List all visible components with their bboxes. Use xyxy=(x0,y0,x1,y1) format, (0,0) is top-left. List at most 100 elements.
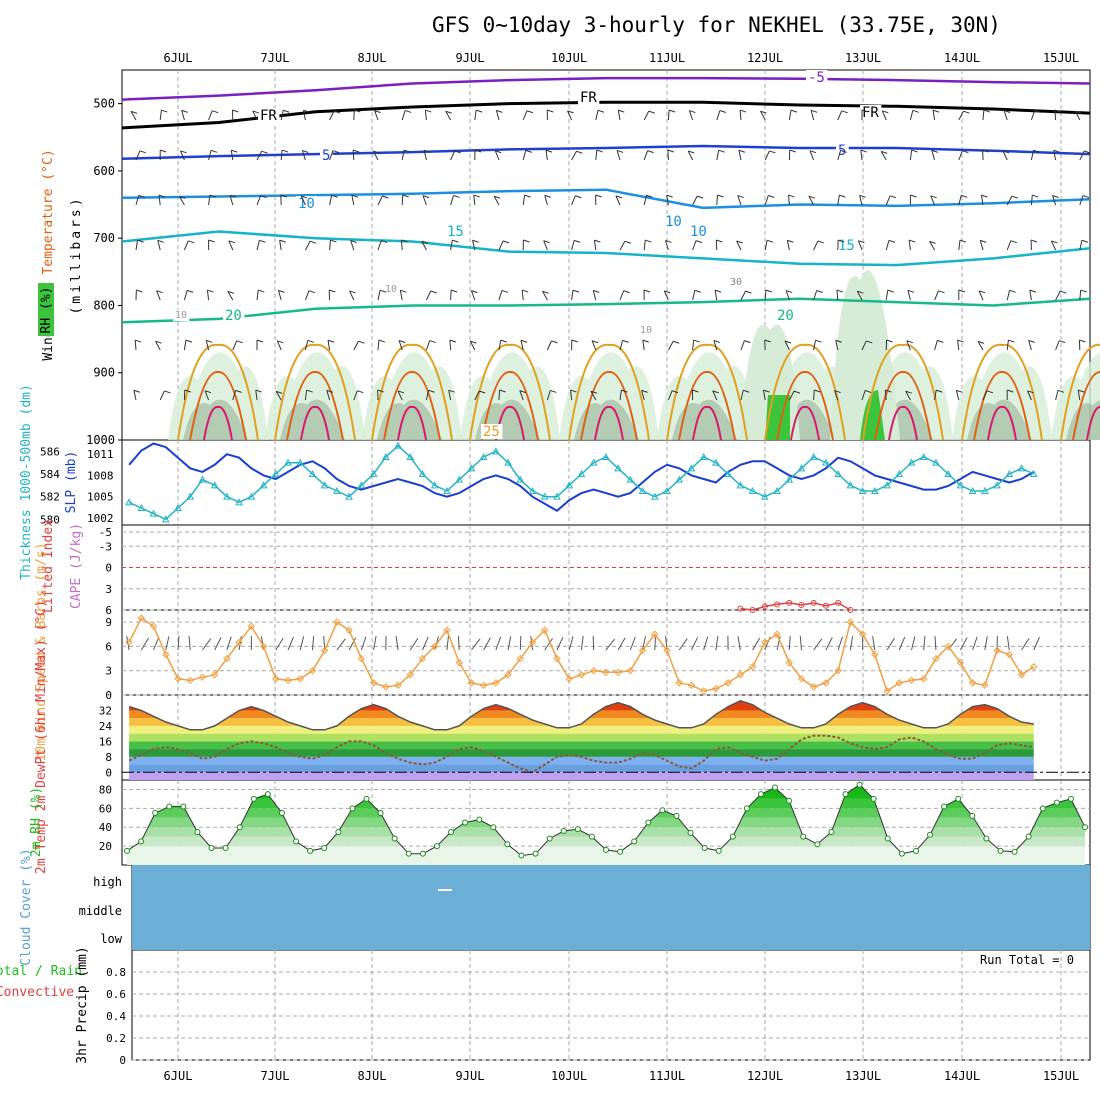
wind-barb xyxy=(745,290,752,294)
wind-barb xyxy=(402,194,409,198)
thickness-point xyxy=(834,469,842,477)
day-label-top: 15JUL xyxy=(1043,51,1079,65)
wind-barb xyxy=(986,390,994,394)
wind-barb xyxy=(181,110,185,121)
contour-label-bg xyxy=(728,277,745,288)
temp-band xyxy=(129,756,1034,765)
wind-barb xyxy=(398,340,403,351)
wind-barb xyxy=(858,240,865,244)
wind-barb xyxy=(737,195,744,199)
wind-barb xyxy=(671,390,679,394)
wind10m-barb xyxy=(1006,636,1010,651)
wind-barb xyxy=(836,289,839,301)
thickness-point xyxy=(944,469,953,477)
wind10m-point xyxy=(883,687,891,695)
rh2m-point xyxy=(560,828,567,834)
wind-barb xyxy=(303,110,306,121)
wind-barb xyxy=(1008,339,1015,343)
wind-barb xyxy=(861,340,867,351)
rh2m-point xyxy=(546,835,553,842)
wind-barb xyxy=(188,240,195,244)
wind-barb xyxy=(421,240,427,251)
wind-barb xyxy=(1079,150,1085,161)
wind-barb xyxy=(208,195,211,206)
wind-barb xyxy=(160,149,167,153)
wind-barb xyxy=(332,150,340,154)
wind-barb xyxy=(1027,390,1032,401)
wind10m-point xyxy=(320,646,329,655)
run-total-label: Run Total = 0 xyxy=(980,953,1074,967)
temp-band xyxy=(129,733,1034,742)
wind10m-barb xyxy=(165,636,170,651)
thickness-point xyxy=(1029,469,1038,477)
rh2m-point xyxy=(264,791,271,798)
lifted-index-point xyxy=(749,607,756,613)
pressure-tick-label: 900 xyxy=(93,366,115,380)
isotherm-35 xyxy=(692,405,722,441)
wind-barb xyxy=(450,240,453,251)
wind-barb xyxy=(547,109,554,113)
wind-barb xyxy=(912,109,919,113)
wind-barb xyxy=(666,195,669,206)
wind-barb xyxy=(205,340,210,351)
wind-barb xyxy=(929,241,936,251)
wind10m-point xyxy=(345,626,353,634)
wind-barb xyxy=(520,339,528,343)
wind-barb xyxy=(1074,110,1081,121)
wind-barb xyxy=(472,239,479,243)
wind-barb xyxy=(571,290,574,301)
wind-barb xyxy=(498,340,502,351)
wind-barb xyxy=(766,239,774,243)
wind-barb xyxy=(207,289,214,293)
rh-shading-dark xyxy=(280,399,345,440)
wind10m-point xyxy=(699,687,708,695)
wind-barb xyxy=(404,109,412,113)
wind-barb xyxy=(1006,290,1011,301)
wind10m-point xyxy=(467,679,476,687)
wind10m-point xyxy=(797,675,806,683)
wind10m-barb xyxy=(654,635,657,651)
contour-label: 15 xyxy=(447,224,464,240)
rh2m-point xyxy=(645,819,652,826)
precip-tick-label: 0.2 xyxy=(106,1032,126,1045)
wind-barb xyxy=(550,389,557,393)
wind-barb xyxy=(715,239,718,251)
wind-barb xyxy=(809,150,815,161)
thickness-point xyxy=(430,481,439,489)
temp-band xyxy=(129,749,1034,757)
thickness-point xyxy=(418,469,427,477)
thickness-point xyxy=(161,515,170,523)
wind-barb xyxy=(1028,340,1032,351)
wind-barb xyxy=(236,340,243,344)
wind-barb xyxy=(252,110,258,121)
wind-barb xyxy=(1029,289,1036,293)
wind-barb xyxy=(1055,390,1059,401)
wind-barb xyxy=(210,149,218,153)
isotherm-35 xyxy=(987,405,1017,441)
wind10m-point xyxy=(553,654,561,663)
wind-barb xyxy=(373,150,380,154)
day-label-bottom: 9JUL xyxy=(456,1069,485,1083)
wind10m-point xyxy=(186,676,194,685)
cloud-ylabel: Cloud Cover (%) xyxy=(19,848,34,965)
thickness-point xyxy=(308,469,317,477)
contour-label: 30 xyxy=(730,277,742,288)
wind-barb xyxy=(307,339,314,343)
day-label-bottom: 12JUL xyxy=(747,1069,783,1083)
wind-barb xyxy=(696,195,704,199)
wind10m-barb xyxy=(799,636,802,651)
contour-label: 10 xyxy=(175,310,187,321)
wind-barb xyxy=(929,240,936,244)
wind10m-barb xyxy=(299,636,305,651)
pressure-tick-label: 600 xyxy=(93,164,115,178)
wind10m-point xyxy=(541,626,549,634)
wind-barb xyxy=(1032,194,1039,198)
thickness-point xyxy=(675,475,684,483)
wind10m-point xyxy=(492,679,500,687)
wind-barb xyxy=(716,194,718,206)
wind-barb xyxy=(501,289,509,293)
rh2m-ylabel: 2m RH (%) xyxy=(29,787,44,857)
thickness-point xyxy=(699,452,708,460)
wind-barb xyxy=(425,390,429,401)
wind-barb xyxy=(261,150,268,154)
